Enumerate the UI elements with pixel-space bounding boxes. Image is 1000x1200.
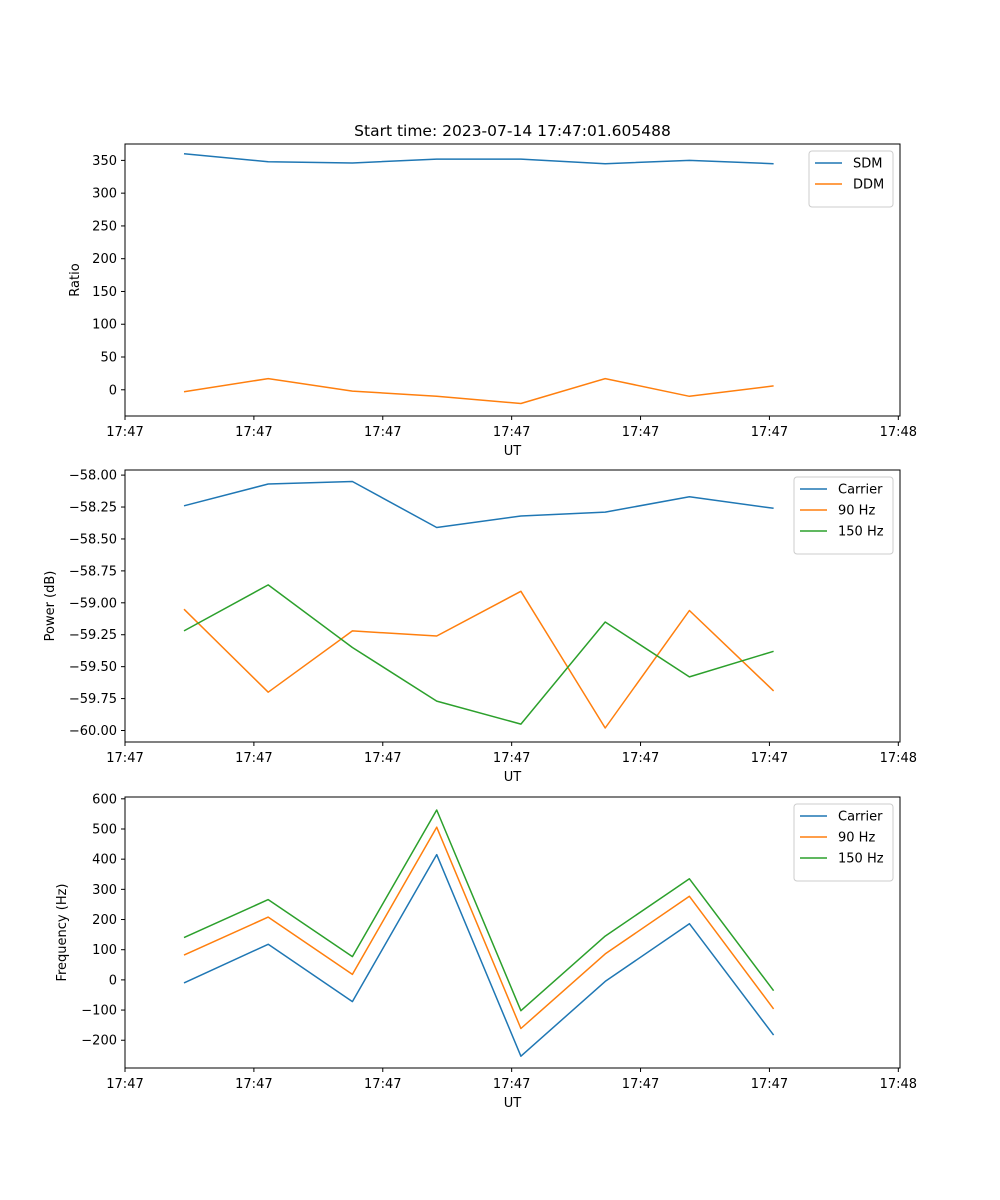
power-x-axis-label: UT <box>504 770 522 785</box>
power-y-tick-label: −58.50 <box>69 532 117 547</box>
ratio-y-tick-label: 250 <box>92 219 117 234</box>
power-y-tick-label: −58.75 <box>69 564 117 579</box>
frequency-x-tick-label: 17:47 <box>106 1077 143 1092</box>
frequency-y-tick-label: 600 <box>92 792 117 807</box>
power-x-tick-label: 17:47 <box>493 751 530 766</box>
ratio-x-tick-label: 17:47 <box>235 425 272 440</box>
frequency-x-tick-label: 17:47 <box>493 1077 530 1092</box>
power-x-tick-label: 17:47 <box>364 751 401 766</box>
ratio-series-line-ddm <box>183 377 774 405</box>
power-y-tick-label: −60.00 <box>69 724 117 739</box>
power-y-tick-label: −59.50 <box>69 660 117 675</box>
frequency-x-tick-label: 17:48 <box>880 1077 917 1092</box>
frequency-panel: 17:47 17:47 17:47 17:47 17:47 17:47 17:48 600 50… <box>55 792 917 1111</box>
frequency-x-tick-label: 17:47 <box>235 1077 272 1092</box>
frequency-series-line-150-hz <box>183 809 775 1012</box>
ratio-x-tick-label: 17:47 <box>364 425 401 440</box>
ratio-y-tick-label: 100 <box>92 318 117 333</box>
power-axes-frame <box>124 469 901 743</box>
ratio-y-tick-label: 350 <box>92 154 117 169</box>
frequency-y-tick-label: 400 <box>92 853 117 868</box>
power-series-line-90-hz <box>183 590 775 729</box>
power-series-line-carrier <box>183 480 774 529</box>
ratio-x-axis-label: UT <box>504 444 522 459</box>
ratio-y-tick-label: 150 <box>92 285 117 300</box>
power-y-tick-label: −58.25 <box>69 501 117 516</box>
frequency-legend <box>793 803 894 882</box>
frequency-x-tick-label: 17:47 <box>622 1077 659 1092</box>
frequency-y-tick-label: −200 <box>81 1034 117 1049</box>
ratio-panel: 17:47 17:47 17:47 17:47 17:47 17:47 17:48 0 50 10… <box>68 143 917 459</box>
power-y-tick-label: −59.25 <box>69 628 117 643</box>
power-y-axis-label: Power (dB) <box>43 571 58 642</box>
frequency-y-tick-label: 300 <box>92 883 117 898</box>
frequency-x-tick-label: 17:47 <box>364 1077 401 1092</box>
frequency-y-tick-label: 100 <box>92 943 117 958</box>
power-legend-label: Carrier <box>838 483 883 498</box>
ratio-x-tick-label: 17:48 <box>880 425 917 440</box>
ratio-legend-label: SDM <box>853 157 882 172</box>
ratio-x-tick-label: 17:47 <box>106 425 143 440</box>
ratio-legend-label: DDM <box>853 178 884 193</box>
power-x-tick-label: 17:47 <box>751 751 788 766</box>
frequency-x-axis-label: UT <box>504 1096 522 1111</box>
ratio-y-tick-label: 0 <box>109 383 117 398</box>
figure-title: Start time: 2023-07-14 17:47:01.605488 <box>354 122 671 140</box>
ratio-legend <box>808 150 894 208</box>
frequency-series-line-carrier <box>183 853 775 1057</box>
ratio-y-tick-label: 200 <box>92 252 117 267</box>
frequency-y-tick-label: 500 <box>92 822 117 837</box>
frequency-y-tick-label: −100 <box>81 1004 117 1019</box>
frequency-y-tick-label: 0 <box>109 973 117 988</box>
frequency-series-line-90-hz <box>183 826 775 1030</box>
ratio-x-tick-label: 17:47 <box>751 425 788 440</box>
ratio-axes-frame <box>124 143 901 417</box>
power-y-tick-label: −58.00 <box>69 469 117 484</box>
power-series-line-150-hz <box>183 584 774 725</box>
power-x-tick-label: 17:47 <box>235 751 272 766</box>
frequency-y-axis-label: Frequency (Hz) <box>55 883 70 981</box>
power-x-tick-label: 17:48 <box>880 751 917 766</box>
power-panel: 17:47 17:47 17:47 17:47 17:47 17:47 17:48 −58.0… <box>43 469 917 785</box>
frequency-legend-label: Carrier <box>838 810 883 825</box>
frequency-x-tick-label: 17:47 <box>751 1077 788 1092</box>
ratio-x-tick-label: 17:47 <box>493 425 530 440</box>
power-y-tick-label: −59.75 <box>69 692 117 707</box>
power-x-tick-label: 17:47 <box>622 751 659 766</box>
ratio-x-tick-label: 17:47 <box>622 425 659 440</box>
power-legend-label: 150 Hz <box>838 525 884 540</box>
frequency-y-tick-label: 200 <box>92 913 117 928</box>
ratio-y-axis-label: Ratio <box>68 263 83 296</box>
ratio-y-tick-label: 50 <box>100 351 117 366</box>
frequency-legend-label: 90 Hz <box>838 831 875 846</box>
power-y-tick-label: −59.00 <box>69 596 117 611</box>
frequency-axes-frame <box>124 796 901 1069</box>
power-legend-label: 90 Hz <box>838 504 875 519</box>
ratio-y-tick-label: 300 <box>92 187 117 202</box>
power-legend <box>793 476 894 555</box>
power-x-tick-label: 17:47 <box>106 751 143 766</box>
frequency-legend-label: 150 Hz <box>838 852 884 867</box>
ratio-series-line-sdm <box>183 153 774 165</box>
